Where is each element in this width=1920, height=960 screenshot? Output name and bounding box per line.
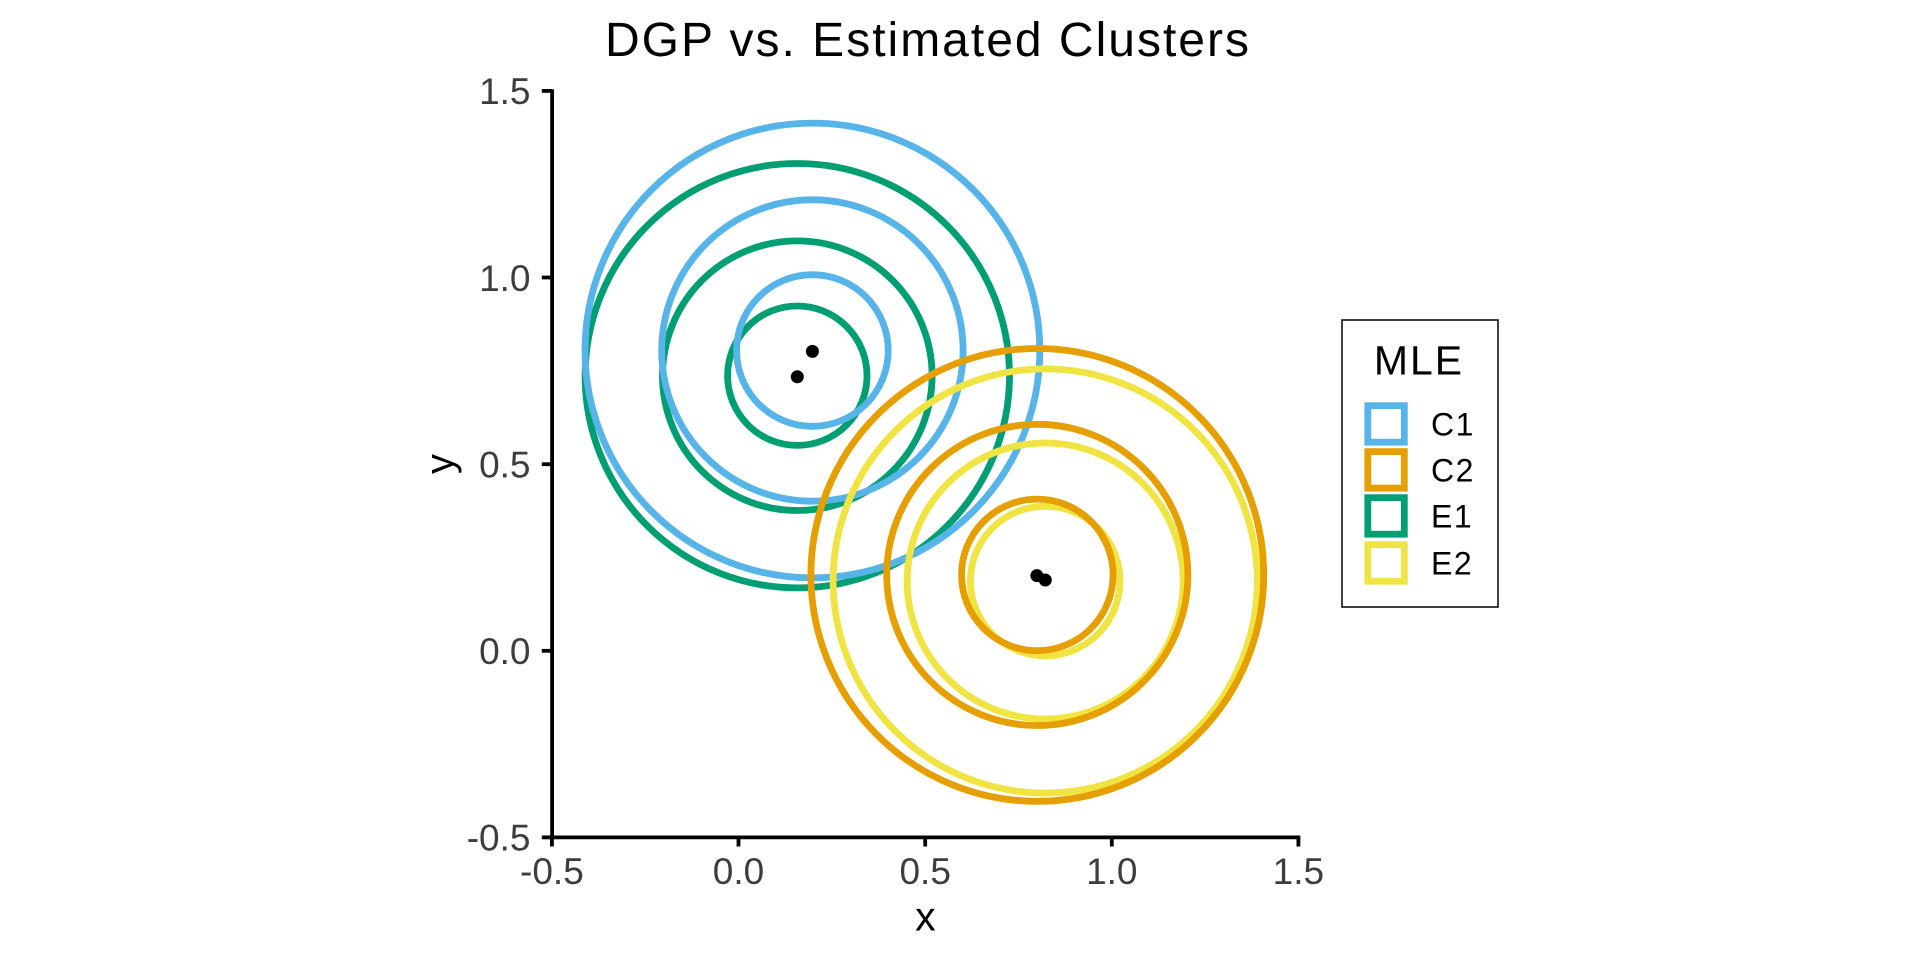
svg-text:MLE: MLE — [1374, 338, 1464, 384]
svg-text:E2: E2 — [1431, 546, 1473, 582]
svg-text:1.0: 1.0 — [479, 258, 530, 299]
svg-text:x: x — [915, 894, 936, 940]
svg-text:-0.5: -0.5 — [520, 851, 584, 892]
svg-text:0.0: 0.0 — [479, 631, 530, 672]
svg-text:C1: C1 — [1431, 407, 1475, 443]
svg-text:E1: E1 — [1431, 499, 1473, 535]
svg-text:1.0: 1.0 — [1086, 851, 1137, 892]
svg-text:y: y — [418, 454, 462, 474]
svg-text:-0.5: -0.5 — [467, 818, 531, 859]
svg-text:0.5: 0.5 — [899, 851, 950, 892]
svg-text:1.5: 1.5 — [479, 71, 530, 112]
svg-text:DGP vs. Estimated Clusters: DGP vs. Estimated Clusters — [605, 14, 1251, 67]
svg-text:C2: C2 — [1431, 453, 1475, 489]
svg-text:1.5: 1.5 — [1273, 851, 1324, 892]
svg-text:0.5: 0.5 — [479, 445, 530, 486]
svg-text:0.0: 0.0 — [713, 851, 764, 892]
